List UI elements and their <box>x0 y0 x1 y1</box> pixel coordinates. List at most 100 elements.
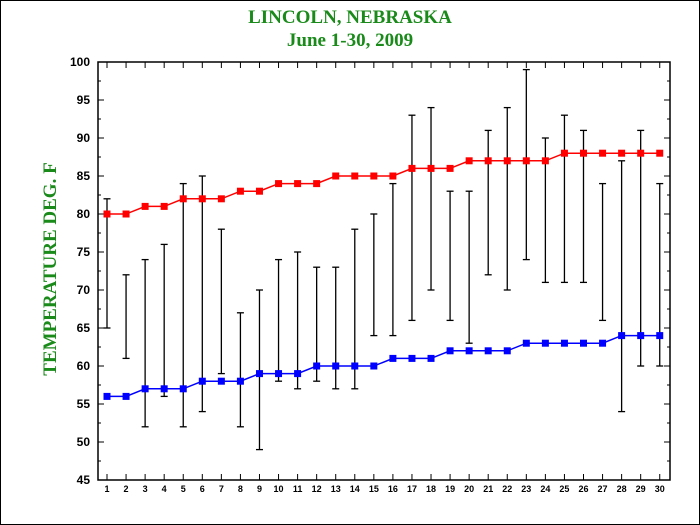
normal-low-point <box>160 385 168 393</box>
normal-low-point <box>236 377 244 385</box>
x-tick-label: 30 <box>655 484 665 494</box>
x-tick-label: 29 <box>636 484 646 494</box>
y-tick-label: 75 <box>77 245 91 259</box>
normal-low-point <box>446 347 454 355</box>
x-tick-label: 7 <box>219 484 224 494</box>
x-tick-label: 21 <box>483 484 493 494</box>
x-tick-label: 3 <box>143 484 148 494</box>
x-tick-label: 26 <box>578 484 588 494</box>
x-tick-label: 15 <box>369 484 379 494</box>
normal-low-point <box>580 339 587 347</box>
x-tick-label: 2 <box>124 484 129 494</box>
normal-high-point <box>580 149 587 157</box>
x-tick-label: 12 <box>312 484 322 494</box>
normal-high-point <box>198 195 206 203</box>
x-tick-label: 14 <box>350 484 360 494</box>
normal-high-point <box>484 157 492 165</box>
normal-low-point <box>217 377 225 385</box>
normal-high-point <box>503 157 511 165</box>
x-tick-label: 18 <box>426 484 436 494</box>
normal-low-line <box>107 334 660 398</box>
normal-high-point <box>313 180 321 188</box>
normal-low-point <box>599 339 607 347</box>
x-tick-label: 13 <box>331 484 341 494</box>
x-tick-label: 28 <box>617 484 627 494</box>
normal-high-point <box>465 157 473 165</box>
normal-high-point <box>541 157 549 165</box>
normal-high-point <box>103 210 111 218</box>
x-tick-label: 8 <box>238 484 243 494</box>
normal-high-point <box>160 202 168 210</box>
y-tick-label: 60 <box>77 359 91 373</box>
y-tick-label: 45 <box>77 473 91 487</box>
normal-low-point <box>522 339 530 347</box>
normal-low-point <box>427 354 435 362</box>
normal-high-point <box>141 202 149 210</box>
normal-low-point <box>541 339 549 347</box>
y-tick-label: 55 <box>77 397 91 411</box>
chart-subtitle: June 1-30, 2009 <box>286 30 414 51</box>
normal-high-point <box>294 180 302 188</box>
normal-low-point <box>389 354 397 362</box>
x-tick-label: 25 <box>559 484 569 494</box>
x-tick-label: 9 <box>257 484 262 494</box>
y-tick-label: 95 <box>77 93 91 107</box>
y-tick-label: 80 <box>77 207 91 221</box>
normal-low-point <box>255 370 263 378</box>
y-tick-label: 90 <box>77 131 91 145</box>
normal-high-point <box>637 149 645 157</box>
normal-low-point <box>618 332 626 340</box>
x-tick-label: 6 <box>200 484 205 494</box>
x-tick-label: 23 <box>521 484 531 494</box>
x-tick-label: 5 <box>181 484 186 494</box>
x-tick-label: 16 <box>388 484 398 494</box>
normal-low-point <box>198 377 206 385</box>
normal-high-point <box>618 149 626 157</box>
normal-high-point <box>217 195 225 203</box>
normal-high-point <box>255 187 263 195</box>
normal-high-point <box>656 149 664 157</box>
normal-low-point <box>294 370 302 378</box>
normal-low-point <box>275 370 283 378</box>
normal-low-point <box>122 392 130 400</box>
y-tick-label: 70 <box>77 283 91 297</box>
normal-high-point <box>122 210 130 218</box>
normal-low-point <box>179 385 187 393</box>
y-tick-label: 65 <box>77 321 91 335</box>
normal-low-point <box>313 362 321 370</box>
normal-low-point <box>351 362 359 370</box>
x-tick-label: 20 <box>464 484 474 494</box>
normal-low-point <box>103 392 111 400</box>
normal-low-point <box>332 362 340 370</box>
y-tick-label: 50 <box>77 435 91 449</box>
x-tick-label: 1 <box>104 484 109 494</box>
normal-high-point <box>351 172 359 180</box>
normal-high-point <box>560 149 568 157</box>
normal-low-point <box>656 332 664 340</box>
normal-high-point <box>389 172 397 180</box>
x-tick-label: 19 <box>445 484 455 494</box>
normal-high-point <box>236 187 244 195</box>
normal-high-point <box>275 180 283 188</box>
normal-high-point <box>179 195 187 203</box>
normal-high-point <box>427 164 435 172</box>
y-tick-label: 100 <box>70 55 90 69</box>
normal-low-point <box>370 362 378 370</box>
normal-low-point <box>465 347 473 355</box>
y-tick-label: 85 <box>77 169 91 183</box>
normal-high-point <box>332 172 340 180</box>
normal-high-point <box>370 172 378 180</box>
normal-low-point <box>560 339 568 347</box>
x-tick-label: 10 <box>274 484 284 494</box>
normal-high-point <box>446 164 454 172</box>
normal-high-point <box>522 157 530 165</box>
normal-low-point <box>503 347 511 355</box>
x-tick-label: 22 <box>502 484 512 494</box>
x-tick-label: 24 <box>540 484 550 494</box>
x-tick-label: 11 <box>293 484 303 494</box>
normal-high-point <box>599 149 607 157</box>
x-tick-label: 27 <box>598 484 608 494</box>
normal-low-point <box>484 347 492 355</box>
x-tick-label: 4 <box>162 484 167 494</box>
